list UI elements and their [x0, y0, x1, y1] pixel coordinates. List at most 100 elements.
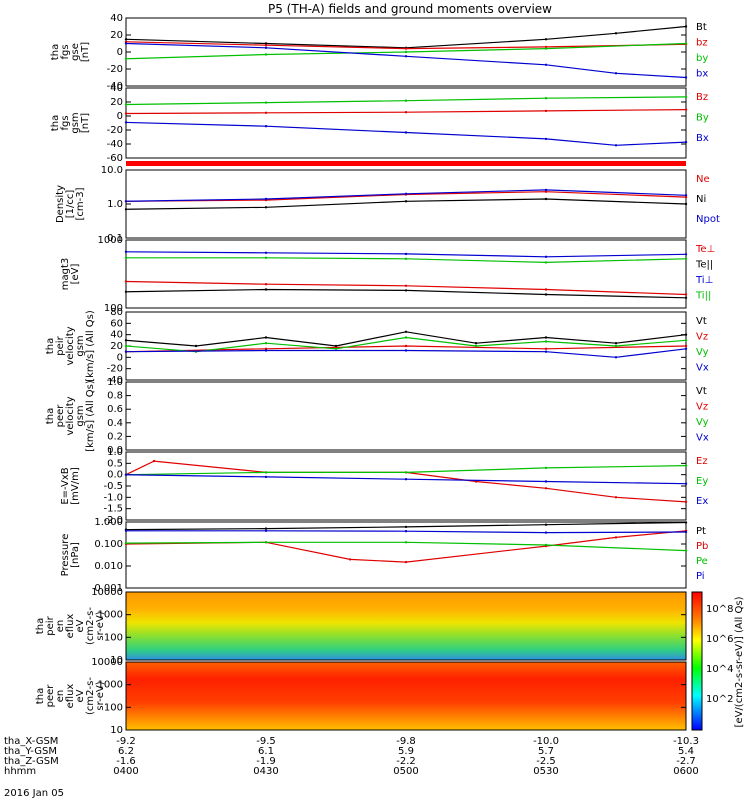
- series-line-Bt: [125, 25, 687, 49]
- svg-text:[eV]: [eV]: [70, 264, 81, 285]
- data-point: [264, 288, 268, 291]
- data-point: [684, 344, 688, 348]
- legend-Vz: Vz: [696, 331, 708, 342]
- data-point: [124, 208, 128, 211]
- data-point: [404, 349, 408, 352]
- svg-text:eV: eV: [75, 619, 86, 632]
- legend-Vy: Vy: [696, 347, 709, 358]
- data-point: [124, 121, 128, 124]
- legend-Te⊥: Te⊥: [695, 244, 715, 255]
- y-tick-label: 0: [117, 352, 123, 363]
- y-tick-label: 1.0: [107, 199, 123, 210]
- data-point: [544, 45, 548, 49]
- svg-text:eflux: eflux: [65, 614, 76, 639]
- y-tick-label: 0.010: [94, 561, 123, 572]
- y-tick-label: 1000: [98, 610, 123, 621]
- data-point: [334, 347, 338, 350]
- panel-frame: [125, 87, 687, 159]
- y-axis-label: Density [1/cc] [cm-3]: [55, 185, 86, 223]
- spectrogram-fill: [126, 592, 686, 660]
- svg-text:peir: peir: [45, 615, 56, 635]
- y-axis-label: tha fgs gsm [nT]: [50, 112, 91, 133]
- ephemeris-row-label: tha_Y-GSM: [4, 746, 57, 757]
- svg-text:[mV/m]: [mV/m]: [70, 467, 81, 505]
- data-point: [264, 541, 268, 544]
- data-point: [404, 55, 408, 58]
- y-tick-label: -60: [107, 153, 123, 164]
- y-tick-label: 10000: [91, 657, 123, 668]
- svg-text:tha: tha: [50, 115, 61, 131]
- y-tick-label: 1000: [98, 235, 123, 246]
- data-point: [544, 38, 548, 41]
- svg-text:[cm-3]: [cm-3]: [75, 187, 86, 220]
- y-tick-label: -40: [107, 81, 123, 92]
- colorbar-tick: 10^4: [706, 664, 733, 675]
- data-point: [404, 478, 408, 481]
- ephemeris-value: -9.2: [116, 736, 136, 747]
- data-point: [614, 536, 618, 539]
- y-tick-label: 0.0: [107, 445, 123, 456]
- svg-text:[km/s] (All Qs): [km/s] (All Qs): [85, 380, 96, 452]
- red-band: [126, 161, 686, 166]
- data-point: [264, 53, 268, 56]
- legend-Vy: Vy: [696, 417, 709, 428]
- data-point: [264, 206, 268, 209]
- svg-text:[1/cc]: [1/cc]: [65, 190, 76, 219]
- legend-Npot: Npot: [696, 214, 720, 225]
- y-axis-label: tha peer velocity gsm [km/s] (All Qs): [45, 380, 96, 452]
- svg-text:velocity: velocity: [65, 396, 76, 435]
- svg-text:peer: peer: [55, 404, 66, 428]
- data-point: [404, 530, 408, 533]
- data-point: [684, 42, 688, 45]
- ephemeris-value: -10.3: [673, 736, 699, 747]
- y-tick-label: 10000: [91, 587, 123, 598]
- y-tick-label: -0.5: [103, 481, 123, 492]
- y-tick-label: -20: [107, 64, 123, 75]
- y-axis-label: tha peer en eflux eV (cm2-s-sr-eV): [35, 677, 106, 715]
- series-line-Bx: [125, 121, 687, 146]
- data-point: [544, 347, 548, 350]
- data-point: [544, 188, 548, 192]
- data-point: [684, 140, 688, 144]
- legend-By: By: [696, 113, 709, 124]
- panel-frame: [125, 451, 687, 521]
- colorbar-tick: 10^6: [706, 634, 733, 645]
- data-point: [684, 347, 688, 350]
- data-point: [684, 296, 688, 299]
- data-point: [404, 541, 408, 544]
- legend-Ti⊥: Ti⊥: [695, 275, 713, 286]
- ephemeris-value: 5.9: [398, 746, 414, 757]
- data-point: [404, 344, 408, 348]
- legend-Vt: Vt: [696, 316, 707, 327]
- panel-frame: [125, 169, 687, 239]
- data-point: [684, 482, 688, 485]
- data-point: [614, 496, 618, 499]
- data-point: [264, 471, 268, 474]
- panel-fgs_gse: 40 20 0 -20 -40 tha fgs gse [nT] Bt bz by bx: [50, 13, 708, 92]
- date-label: 2016 Jan 05: [4, 788, 64, 799]
- data-point: [544, 255, 548, 258]
- ephemeris-value: 5.4: [678, 746, 694, 757]
- panel-frame: [125, 661, 687, 731]
- series-line-Te⊥: [125, 280, 687, 296]
- svg-text:velocity: velocity: [65, 326, 76, 365]
- svg-text:gse: gse: [70, 43, 81, 61]
- data-point: [404, 252, 408, 256]
- data-point: [684, 293, 688, 296]
- series-line-Vx: [125, 348, 687, 358]
- y-tick-label: -40: [107, 139, 123, 150]
- data-point: [544, 137, 548, 141]
- y-tick-label: 40: [110, 330, 123, 341]
- data-point: [544, 109, 548, 113]
- ephemeris-row-label: tha_Z-GSM: [4, 756, 59, 767]
- ephemeris-value: 0400: [113, 766, 138, 777]
- series-line-Ez: [125, 460, 687, 503]
- legend-Ex: Ex: [696, 496, 708, 507]
- spectrogram-fill: [126, 662, 686, 730]
- data-point: [124, 350, 128, 353]
- data-point: [544, 63, 548, 66]
- y-tick-label: 0: [117, 47, 123, 58]
- y-tick-label: 0.100: [94, 539, 123, 550]
- data-point: [544, 197, 548, 201]
- y-tick-label: 40: [110, 13, 123, 24]
